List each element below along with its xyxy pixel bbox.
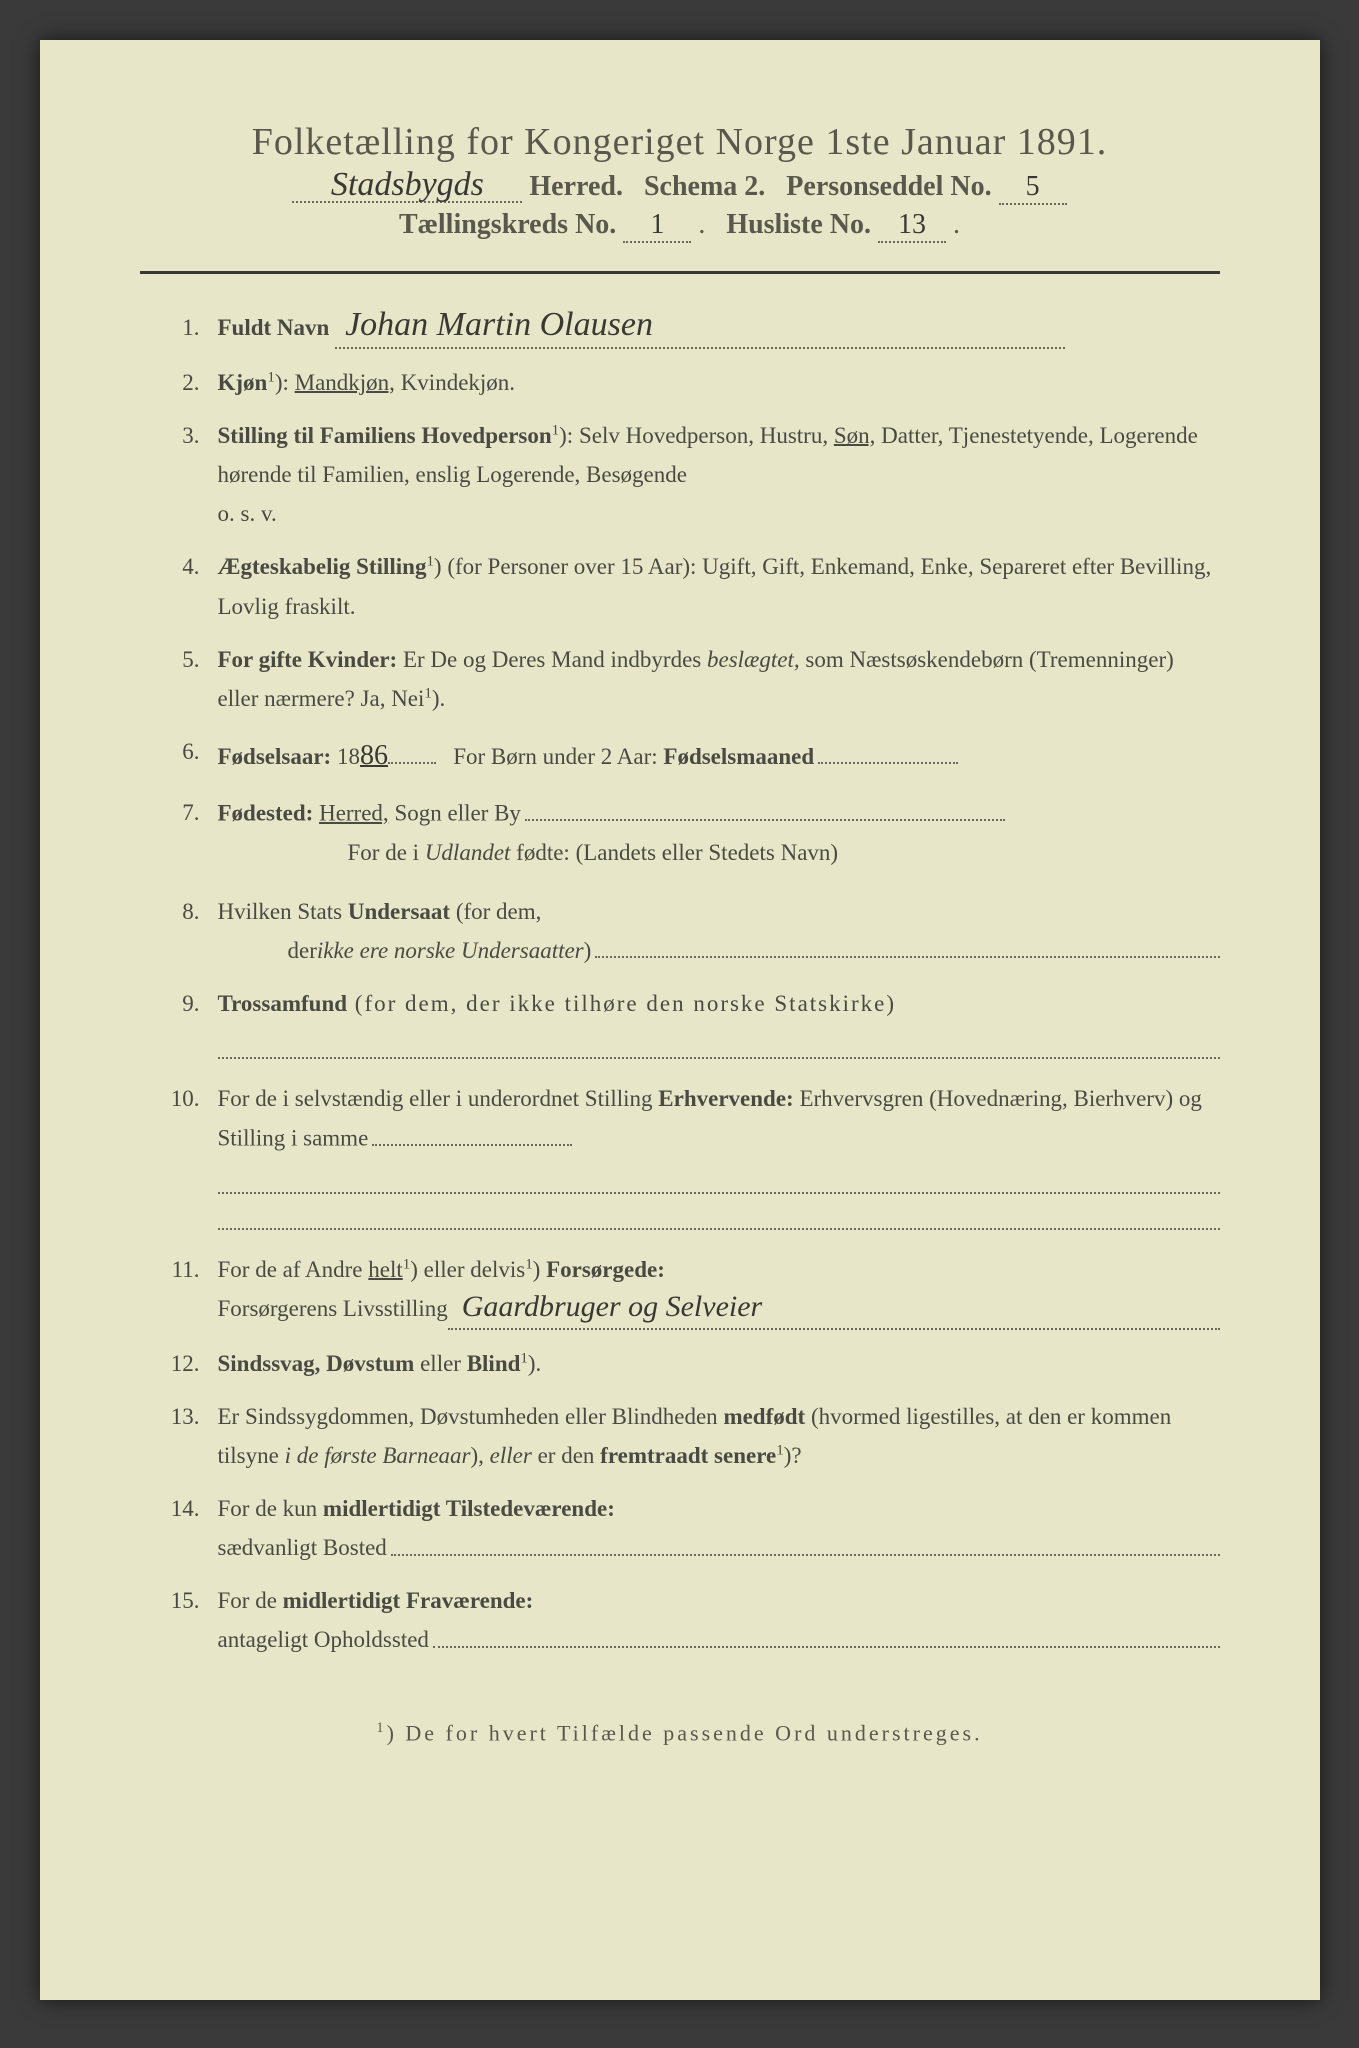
field-6-label: Fødselsaar: [218,744,332,769]
field-5-num: 5. [140,640,218,679]
field-4: 4. Ægteskabelig Stilling1) (for Personer… [140,547,1220,625]
field-6-num: 6. [140,732,218,771]
field-11: 11. For de af Andre helt1) eller delvis1… [140,1250,1220,1330]
field-1-value: Johan Martin Olausen [345,306,653,343]
field-3-num: 3. [140,416,218,455]
field-2-mankjon: Mandkjøn, [295,370,395,395]
field-9: 9. Trossamfund (for dem, der ikke tilhør… [140,984,1220,1059]
field-12: 12. Sindssvag, Døvstum eller Blind1). [140,1344,1220,1383]
field-9-num: 9. [140,984,218,1023]
footnote: 1) De for hvert Tilfælde passende Ord un… [140,1720,1220,1746]
field-6: 6. Fødselsaar: 1886 For Børn under 2 Aar… [140,732,1220,780]
herred-value: Stadsbygds [292,170,522,203]
husliste-value: 13 [878,209,946,243]
field-11-num: 11. [140,1250,218,1289]
field-7: 7. Fødested: Herred, Sogn eller By For d… [140,793,1220,871]
field-1-num: 1. [140,308,218,347]
field-13: 13. Er Sindssygdommen, Døvstumheden elle… [140,1397,1220,1475]
husliste-label: Husliste No. [726,209,871,240]
field-5: 5. For gifte Kvinder: Er De og Deres Man… [140,640,1220,718]
field-4-label: Ægteskabelig Stilling [218,554,427,579]
herred-label: Herred. [529,171,623,202]
field-2-kvindekjon: Kvindekjøn. [395,370,515,395]
census-form-page: Folketælling for Kongeriget Norge 1ste J… [40,40,1320,2000]
field-9-label: Trossamfund [218,991,348,1016]
form-subhead-1: Stadsbygds Herred. Schema 2. Personsedde… [140,170,1220,205]
field-14-num: 14. [140,1489,218,1528]
field-2-label: Kjøn [218,370,268,395]
field-8-num: 8. [140,892,218,931]
field-7-label: Fødested: [218,801,314,826]
field-1: 1. Fuldt Navn Johan Martin Olausen [140,308,1220,349]
form-title: Folketælling for Kongeriget Norge 1ste J… [140,120,1220,164]
field-2-num: 2. [140,363,218,402]
field-3-osv: o. s. v. [218,494,1220,533]
header-divider [140,271,1220,274]
field-4-num: 4. [140,547,218,586]
field-13-num: 13. [140,1397,218,1436]
schema-label: Schema 2. [644,171,765,202]
field-3-label: Stilling til Familiens Hovedperson [218,423,552,448]
field-15-num: 15. [140,1581,218,1620]
kreds-value: 1 [623,209,691,243]
field-1-label: Fuldt Navn [218,315,330,340]
personseddel-value: 5 [999,171,1067,205]
field-11-value: Gaardbruger og Selveier [462,1290,763,1323]
field-3: 3. Stilling til Familiens Hovedperson1):… [140,416,1220,533]
field-5-label: For gifte Kvinder: [218,647,398,672]
field-10-num: 10. [140,1079,218,1118]
field-8: 8. Hvilken Stats Undersaat (for dem, der… [140,892,1220,970]
field-7-herred: Herred, [319,801,389,826]
field-14: 14. For de kun midlertidigt Tilstedevære… [140,1489,1220,1567]
form-subhead-2: Tællingskreds No. 1 . Husliste No. 13 . [140,209,1220,243]
field-12-num: 12. [140,1344,218,1383]
field-3-son: Søn, [834,423,876,448]
field-6-year: 86 [360,740,388,771]
field-10: 10. For de i selvstændig eller i underor… [140,1079,1220,1229]
field-2: 2. Kjøn1): Mandkjøn, Kvindekjøn. [140,363,1220,402]
personseddel-label: Personseddel No. [786,171,991,202]
kreds-label: Tællingskreds No. [399,209,616,240]
field-7-num: 7. [140,793,218,832]
field-15: 15. For de midlertidigt Fraværende: anta… [140,1581,1220,1659]
